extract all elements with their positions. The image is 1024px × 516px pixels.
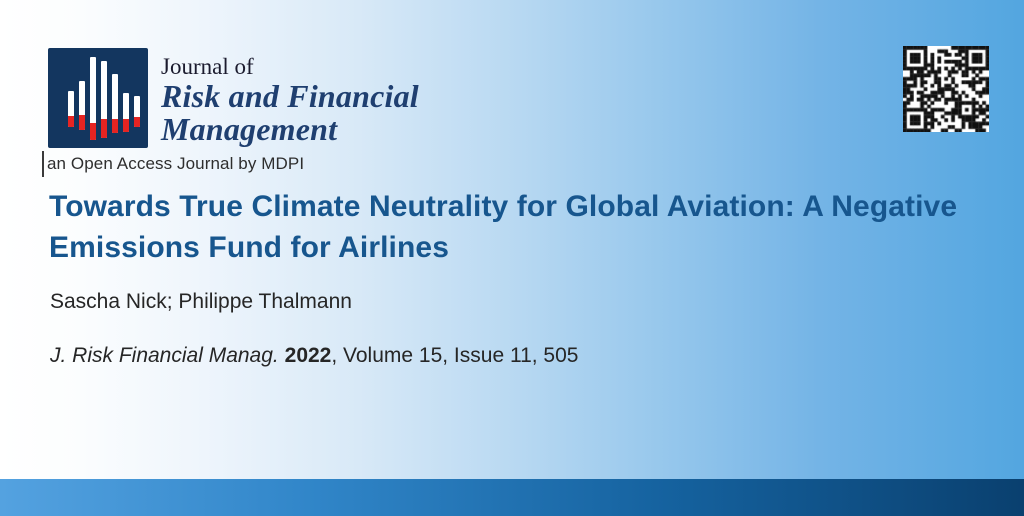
article-title: Towards True Climate Neutrality for Glob…: [49, 186, 957, 268]
citation-volume-issue: , Volume 15, Issue 11, 505: [331, 344, 579, 367]
journal-name-line-2: Management: [161, 111, 338, 147]
article-title-line-2: Emissions Fund for Airlines: [49, 231, 449, 264]
journal-tagline: an Open Access Journal by MDPI: [47, 154, 305, 173]
text-cursor: [42, 151, 44, 177]
article-citation: J. Risk Financial Manag. 2022, Volume 15,…: [50, 344, 578, 368]
journal-name-prefix: Journal of: [161, 54, 254, 79]
journal-wordmark: Journal of Risk and Financial Management: [161, 53, 419, 146]
article-authors: Sascha Nick; Philippe Thalmann: [50, 290, 352, 313]
citation-year: 2022: [284, 344, 332, 367]
citation-journal-abbrev: J. Risk Financial Manag.: [50, 344, 279, 367]
mdpi-journal-logo: [48, 48, 148, 148]
bar-chart-logo-icon: [48, 48, 148, 148]
article-title-line-1: Towards True Climate Neutrality for Glob…: [49, 190, 958, 223]
bottom-gradient-bar: [0, 479, 1024, 516]
qr-code: [903, 46, 989, 132]
journal-name-line-1: Risk and Financial: [161, 78, 419, 114]
